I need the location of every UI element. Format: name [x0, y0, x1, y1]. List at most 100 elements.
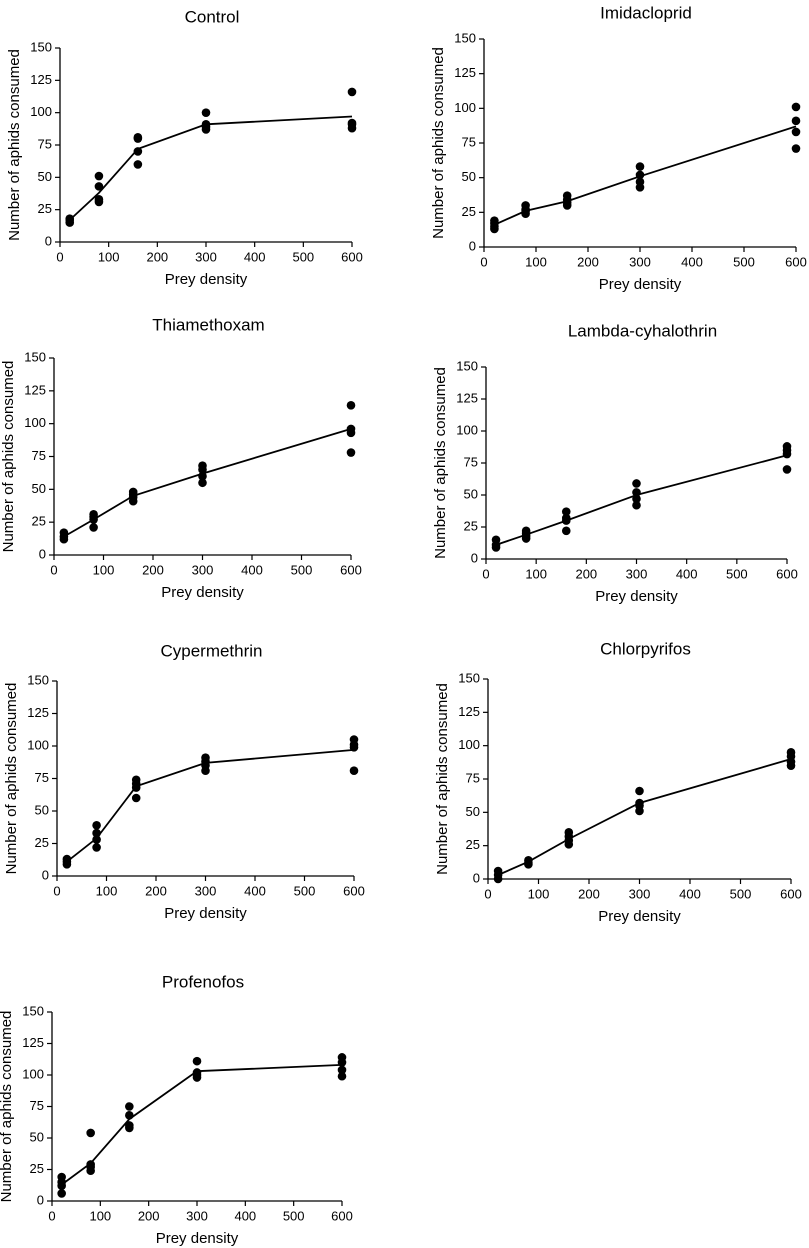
x-tick-label: 100	[525, 566, 547, 581]
y-tick-label: 50	[466, 804, 480, 819]
data-point	[561, 507, 571, 516]
x-tick-label: 600	[341, 249, 363, 264]
y-tick-label: 100	[454, 100, 476, 115]
x-axis-label: Prey density	[599, 276, 682, 293]
data-point	[128, 487, 138, 497]
data-point	[94, 182, 104, 191]
fit-line	[494, 125, 797, 226]
data-point	[635, 170, 645, 180]
x-tick-label: 400	[234, 1208, 256, 1223]
data-point	[201, 120, 211, 129]
y-tick-label: 0	[45, 233, 52, 248]
x-axis-label: Prey density	[161, 584, 244, 601]
y-tick-label: 100	[30, 104, 52, 119]
y-tick-label: 0	[471, 550, 478, 565]
x-tick-label: 100	[93, 562, 115, 577]
x-tick-label: 300	[629, 886, 651, 901]
y-tick-label: 25	[32, 514, 46, 529]
y-tick-label: 100	[22, 1066, 44, 1081]
y-tick-label: 50	[30, 1129, 44, 1144]
x-tick-label: 500	[292, 249, 314, 264]
y-axis-label: Number of aphids consumed	[430, 47, 447, 239]
fit-line	[63, 428, 352, 538]
y-tick-label: 25	[462, 204, 476, 219]
x-tick-label: 200	[138, 1208, 160, 1223]
data-point	[561, 513, 571, 523]
data-point	[635, 162, 645, 171]
y-tick-label: 150	[27, 672, 49, 687]
y-axis-label: Number of aphids consumed	[434, 683, 451, 875]
panel-chlorpyrifos: Chlorpyrifos 0 25 50 75 100 125 150 0 100 200 300 40…	[434, 639, 802, 924]
panel-control: Control 0 25 50 75 100 125 150 0 100 200 300 400 500 6…	[6, 7, 363, 287]
panel-title: Control	[185, 7, 240, 26]
data-point	[635, 786, 644, 796]
data-point	[133, 160, 143, 169]
y-tick-label: 100	[456, 422, 478, 437]
x-tick-label: 300	[186, 1208, 208, 1223]
y-tick-label: 50	[38, 169, 52, 184]
x-tick-label: 100	[525, 254, 547, 269]
panel-title: Cypermethrin	[160, 641, 262, 660]
data-point	[493, 866, 503, 876]
data-point	[125, 1111, 134, 1120]
x-tick-label: 0	[480, 254, 487, 269]
fit-line	[69, 115, 353, 221]
data-point	[524, 856, 533, 865]
y-tick-label: 125	[24, 382, 46, 397]
data-point	[94, 195, 104, 204]
data-point	[635, 798, 644, 808]
x-tick-label: 0	[48, 1208, 55, 1223]
data-point	[133, 132, 143, 142]
y-tick-label: 75	[38, 136, 52, 151]
fit-line	[66, 749, 355, 863]
x-tick-label: 300	[626, 566, 648, 581]
x-tick-label: 300	[195, 883, 217, 898]
y-tick-label: 50	[462, 169, 476, 184]
x-axis-label: Prey density	[164, 905, 247, 922]
x-tick-label: 200	[577, 254, 599, 269]
x-tick-label: 0	[50, 562, 57, 577]
data-point	[92, 821, 101, 830]
data-point	[131, 775, 141, 785]
y-axis-label: Number of aphids consumed	[0, 361, 17, 553]
x-tick-label: 300	[192, 562, 214, 577]
data-point	[562, 191, 572, 200]
x-tick-label: 0	[482, 566, 489, 581]
y-tick-label: 50	[464, 486, 478, 501]
data-point	[57, 1172, 66, 1182]
data-point	[347, 118, 357, 128]
y-tick-label: 25	[30, 1161, 44, 1176]
data-point	[635, 177, 645, 187]
data-point	[786, 748, 796, 757]
data-point	[201, 753, 210, 762]
data-point	[337, 1053, 347, 1062]
y-tick-label: 25	[35, 835, 49, 850]
x-tick-label: 200	[578, 886, 600, 901]
data-point	[491, 535, 501, 545]
data-point	[346, 400, 356, 410]
data-point	[337, 1065, 347, 1075]
x-tick-label: 500	[733, 254, 755, 269]
data-point	[125, 1121, 134, 1130]
panel-imidacloprid: Imidacloprid 0 25 50 75 100 125 150 0 100 200 300 40…	[430, 3, 807, 292]
data-point	[192, 1056, 202, 1066]
data-point	[632, 500, 641, 510]
y-tick-label: 150	[456, 358, 478, 373]
x-tick-label: 400	[681, 254, 703, 269]
y-tick-label: 25	[38, 201, 52, 216]
fit-line	[495, 454, 788, 546]
x-tick-label: 0	[484, 886, 491, 901]
x-tick-label: 500	[283, 1208, 305, 1223]
x-tick-label: 600	[343, 883, 365, 898]
fit-line	[61, 1064, 343, 1186]
data-point	[521, 201, 530, 210]
x-tick-label: 500	[730, 886, 752, 901]
data-point	[632, 479, 641, 488]
y-tick-label: 125	[456, 390, 478, 405]
data-point	[564, 828, 574, 837]
y-tick-label: 75	[35, 770, 49, 785]
x-tick-label: 100	[528, 886, 550, 901]
x-tick-label: 500	[294, 883, 316, 898]
data-point	[92, 835, 101, 844]
data-point	[201, 108, 211, 117]
